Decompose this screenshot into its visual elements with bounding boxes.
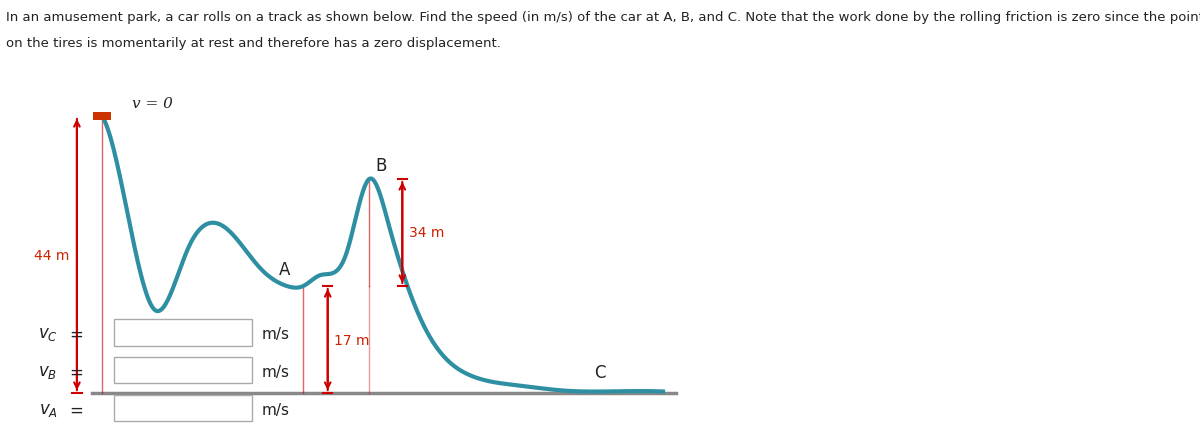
Text: =: = bbox=[70, 400, 84, 418]
Text: m/s: m/s bbox=[262, 326, 289, 341]
Text: 17 m: 17 m bbox=[335, 333, 370, 347]
Text: 44 m: 44 m bbox=[34, 248, 70, 262]
Text: v = 0: v = 0 bbox=[132, 97, 173, 111]
Text: C: C bbox=[594, 363, 606, 381]
Text: In an amusement park, a car rolls on a track as shown below. Find the speed (in : In an amusement park, a car rolls on a t… bbox=[6, 11, 1200, 24]
Text: =: = bbox=[70, 362, 84, 381]
Text: on the tires is momentarily at rest and therefore has a zero displacement.: on the tires is momentarily at rest and … bbox=[6, 37, 500, 49]
Text: m/s: m/s bbox=[262, 402, 289, 417]
Bar bbox=[94, 112, 112, 121]
Text: m/s: m/s bbox=[262, 364, 289, 379]
Text: A: A bbox=[280, 261, 290, 279]
Text: $v_{B}$: $v_{B}$ bbox=[38, 362, 58, 381]
Text: $v_{A}$: $v_{A}$ bbox=[38, 400, 58, 418]
Text: 34 m: 34 m bbox=[409, 226, 444, 240]
Text: B: B bbox=[376, 157, 386, 175]
Text: =: = bbox=[70, 325, 84, 343]
Text: $v_{C}$: $v_{C}$ bbox=[37, 325, 58, 343]
